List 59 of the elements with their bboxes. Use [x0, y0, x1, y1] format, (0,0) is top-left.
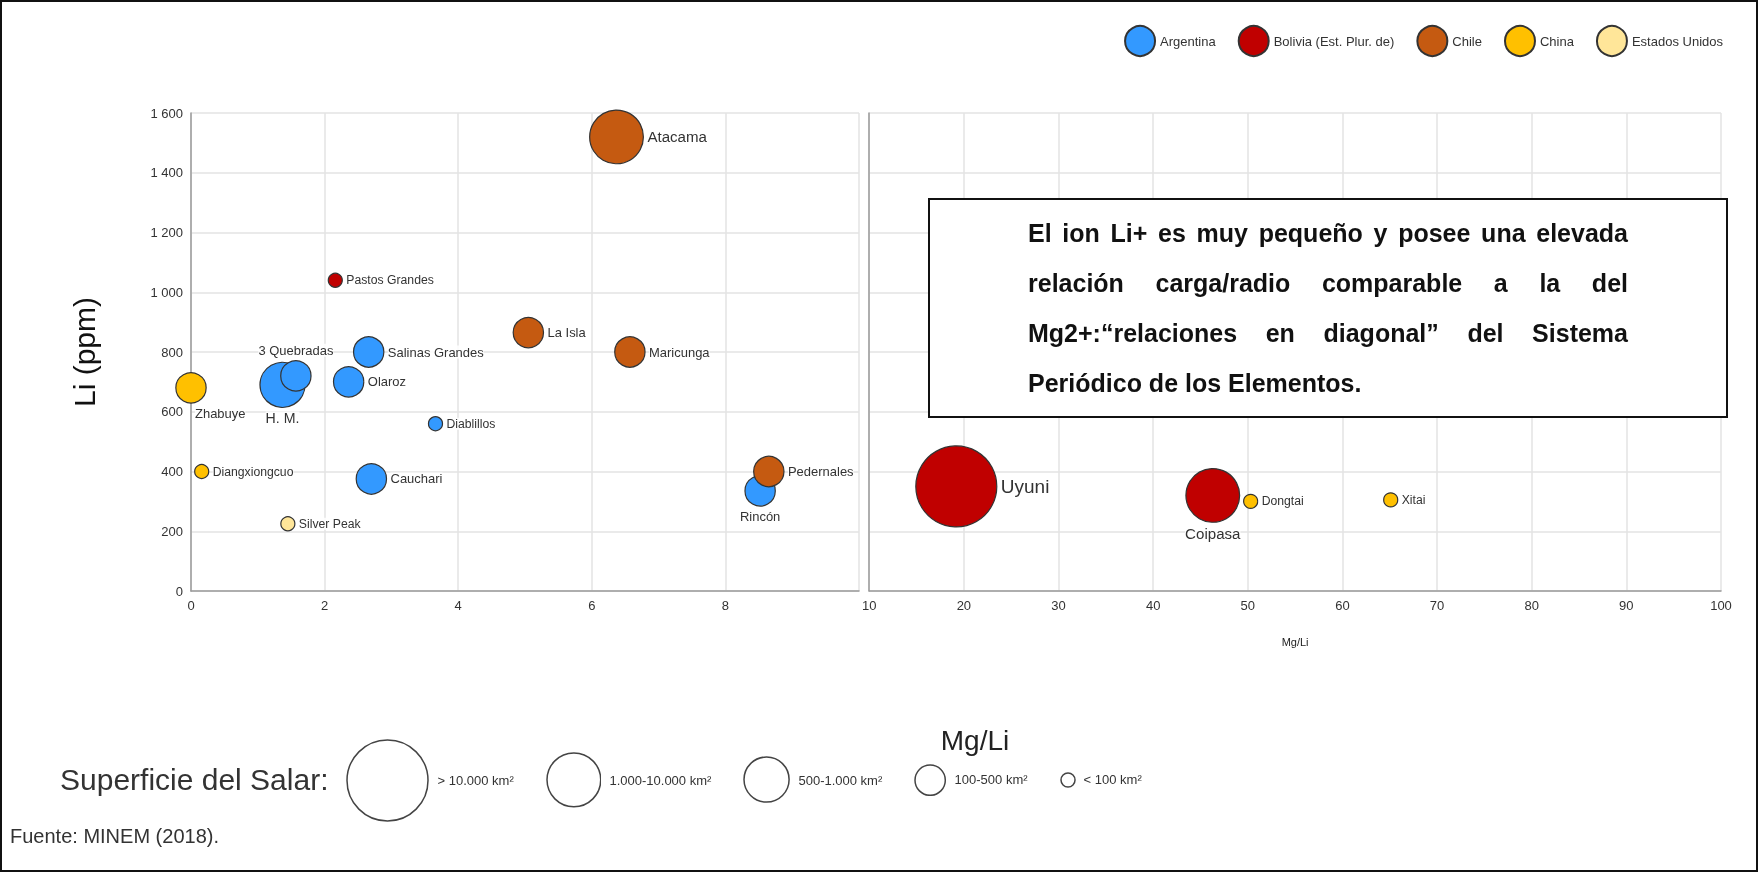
x-tick-label: 2: [320, 598, 329, 613]
x-axis-title: Mg/Li: [1281, 635, 1309, 648]
annotation: Atacama: [647, 128, 708, 146]
legend-label: Estados Unidos: [1631, 33, 1724, 49]
legend-label: Bolivia (Est. Plur. de): [1273, 33, 1395, 49]
x-tick-label: 0: [187, 598, 195, 613]
note-box: El ion Li+ es muy pequeño y posee una elevada relación carga/radio comparable a la del Mg2+:“relaciones en diagonal” del Sistema Periódico de los Elementos.: [928, 198, 1728, 418]
annotation: Silver Peak: [298, 516, 362, 531]
x-tick-label: 8: [721, 598, 730, 613]
annotation: Cauchari: [390, 471, 443, 487]
legend-label: China: [1539, 33, 1575, 49]
x-tick-label: 80: [1524, 598, 1539, 613]
legend-label: < 100 km²: [1083, 772, 1142, 788]
y-tick-label: 800: [161, 344, 183, 360]
legend-label: Chile: [1452, 33, 1482, 49]
source-note: Fuente: MINEM (2018).: [10, 825, 219, 848]
annotation: Maricunga: [649, 344, 711, 360]
x-tick-label: 90: [1619, 598, 1634, 613]
y-tick-label: 200: [161, 523, 183, 539]
y-tick-label: 1 600: [150, 105, 183, 121]
legend-label: Argentina: [1160, 33, 1217, 49]
annotation: Diangxiongcuo: [212, 464, 294, 479]
legend-label: > 10.000 km²: [437, 772, 514, 788]
y-tick-label: 1 400: [150, 165, 183, 181]
x-tick-label: 70: [1429, 598, 1445, 613]
annotation: Pedernales: [787, 464, 855, 479]
y-axis-title: Li (ppm): [67, 296, 101, 408]
x-tick-label: 20: [956, 598, 972, 613]
annotation: Coipasa: [1185, 525, 1242, 543]
x-tick-label: 30: [1051, 598, 1066, 613]
y-tick-label: 1 000: [150, 284, 183, 300]
x-tick-label: 6: [588, 598, 596, 613]
annotation: Rincón: [739, 509, 781, 525]
x-axis-title: Mg/Li: [940, 724, 1010, 756]
y-tick-label: 600: [161, 404, 183, 420]
x-tick-label: 10: [862, 598, 877, 613]
text: Superficie del Salar:: [60, 763, 329, 797]
x-tick-label: 60: [1335, 598, 1350, 613]
legend-label: 500-1.000 km²: [798, 772, 883, 788]
x-tick-label: 50: [1240, 598, 1256, 613]
x-tick-label: 100: [1710, 598, 1732, 613]
y-tick-label: 400: [161, 464, 183, 479]
annotation: La Isla: [547, 325, 587, 341]
annotation: Zhabuye: [195, 405, 246, 421]
annotation: Diablillos: [446, 416, 496, 431]
annotation: 3 Quebradas: [258, 342, 334, 358]
annotation: H. M.: [265, 410, 300, 427]
annotation: Pastos Grandes: [346, 273, 434, 288]
annotation: Dongtai: [1261, 494, 1304, 509]
y-tick-label: 0: [175, 583, 183, 599]
annotation: Olaroz: [367, 374, 406, 390]
annotation: Xitai: [1401, 492, 1426, 507]
legend-label: 1.000-10.000 km²: [609, 772, 712, 788]
x-tick-label: 40: [1145, 598, 1161, 613]
legend-label: 100-500 km²: [954, 772, 1028, 788]
x-tick-label: 4: [454, 598, 462, 613]
annotation: Salinas Grandes: [387, 344, 485, 360]
annotation: Uyuni: [1000, 475, 1050, 497]
y-tick-label: 1 200: [150, 225, 183, 240]
